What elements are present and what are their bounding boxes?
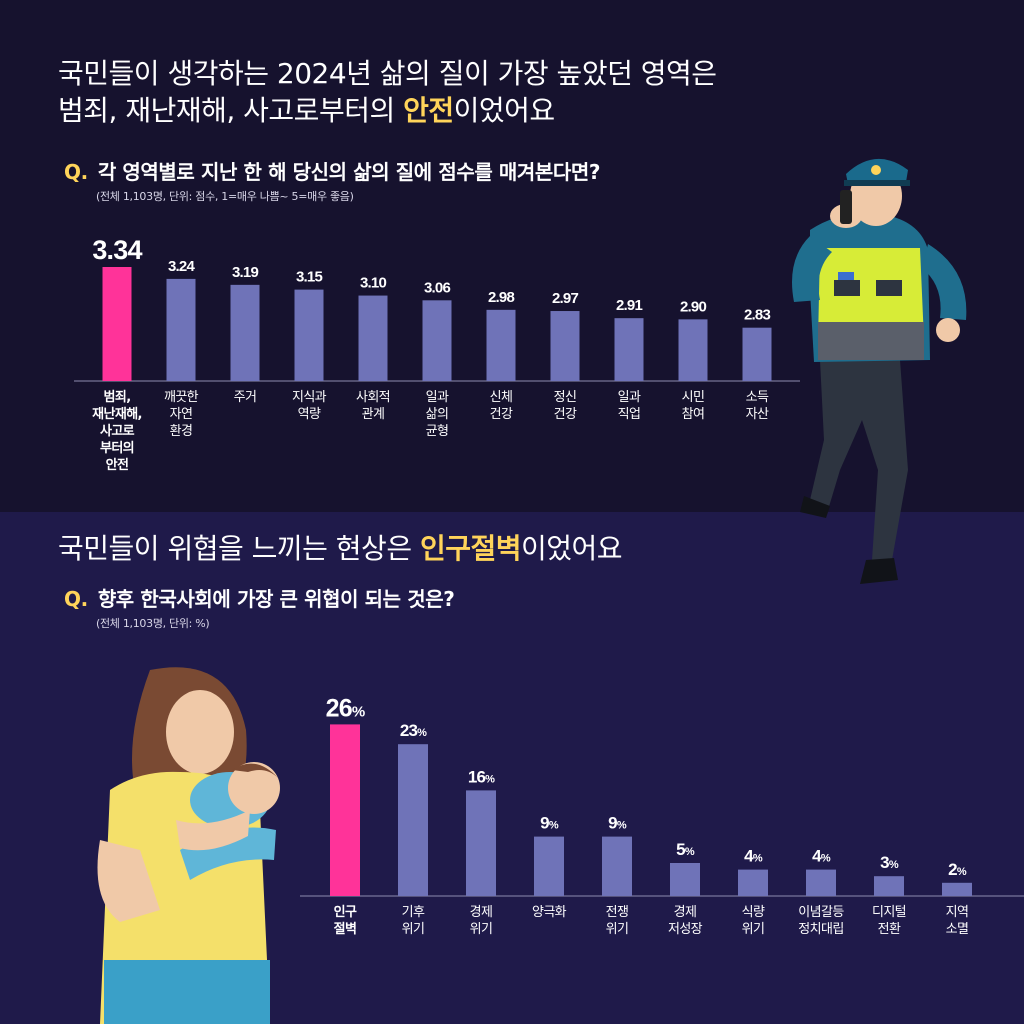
chart-value-label: 3.10 <box>360 275 386 292</box>
chart-category-label: 주거 <box>234 390 257 405</box>
chart-bar <box>166 278 196 381</box>
chart-value-label: 2.91 <box>616 297 642 314</box>
section2-headline-tail: 이었어요 <box>521 532 623 565</box>
police-officer-illustration <box>792 158 967 584</box>
section1-headline-accent: 안전 <box>403 94 454 127</box>
chart-bar <box>102 267 132 381</box>
chart-bar <box>874 876 904 896</box>
chart-category-label: 깨끗한 자연 환경 <box>164 390 199 439</box>
chart-value-label: 3.15 <box>296 269 322 286</box>
chart-bar <box>330 724 360 896</box>
section1-headline-tail: 이었어요 <box>453 94 556 127</box>
chart-category-label: 일과 삶의 균형 <box>426 390 449 439</box>
chart-category-label: 양극화 <box>532 905 567 920</box>
section2-headline-accent: 인구절벽 <box>419 532 522 565</box>
chart-value-label: 4% <box>744 847 763 866</box>
chart-value-label: 16% <box>468 767 495 786</box>
chart-value-label: 23% <box>400 721 427 740</box>
chart-category-label: 기후 위기 <box>402 905 425 937</box>
section1-question: Q. 각 영역별로 지난 한 해 당신의 삶의 질에 점수를 매겨본다면? <box>64 156 600 185</box>
chart-bar <box>230 284 260 381</box>
chart-value-label: 2.83 <box>744 307 770 324</box>
section1-question-text: 각 영역별로 지난 한 해 당신의 삶의 질에 점수를 매겨본다면? <box>97 160 601 184</box>
mother-with-baby-illustration <box>97 667 280 1024</box>
chart-category-label: 인구 절벽 <box>334 904 357 937</box>
chart-value-label: 2% <box>948 860 967 879</box>
officer-head <box>840 158 910 226</box>
section2-question: Q. 향후 한국사회에 가장 큰 위협이 되는 것은? <box>64 583 455 612</box>
section1-headline-line2: 범죄, 재난재해, 사고로부터의 <box>58 94 404 127</box>
chart-bar <box>534 836 564 896</box>
officer-legs <box>800 360 908 584</box>
chart-category-label: 이념갈등 정치대립 <box>798 905 844 937</box>
chart-value-label: 9% <box>608 814 627 833</box>
chart-category-label: 식량 위기 <box>742 905 765 937</box>
chart-value-label: 26% <box>326 694 365 722</box>
section1-headline-line1: 국민들이 생각하는 2024년 삶의 질이 가장 높았던 영역은 <box>58 57 717 90</box>
chart-value-label: 2.98 <box>488 289 514 306</box>
chart-bar <box>614 318 644 381</box>
chart-bar <box>738 869 768 896</box>
chart-bar <box>602 836 632 896</box>
section2-headline: 국민들이 위협을 느끼는 현상은 인구절벽이었어요 <box>58 530 623 567</box>
baby <box>176 762 280 880</box>
chart-bar <box>398 744 428 896</box>
chart-bar <box>678 319 708 381</box>
chart-bar <box>550 311 580 381</box>
chart-bar <box>486 309 516 381</box>
chart-category-label: 전쟁 위기 <box>606 905 629 937</box>
chart-bar <box>294 289 324 381</box>
chart-category-label: 신체 건강 <box>490 390 513 422</box>
chart-bar <box>422 300 452 381</box>
officer-torso <box>810 213 930 362</box>
mother-body <box>97 690 270 1024</box>
chart-category-label: 지식과 역량 <box>292 390 327 422</box>
quality-of-life-bar-chart: 3.34 범죄, 재난재해, 사고로 부터의 안전 3.24 깨끗한 자연 환경 3.19 주거 3.1… <box>74 235 800 473</box>
chart-category-label: 정신 건강 <box>554 390 577 422</box>
chart-value-label: 9% <box>540 814 559 833</box>
chart-bar <box>466 790 496 896</box>
chart-value-label: 2.97 <box>552 290 578 307</box>
chart-bar <box>742 327 772 381</box>
section1-note: (전체 1,103명, 단위: 점수, 1=매우 나쁨~ 5=매우 좋음) <box>96 190 354 203</box>
chart-value-label: 5% <box>676 840 695 859</box>
section2-headline-start: 국민들이 위협을 느끼는 현상은 <box>58 532 420 565</box>
chart-value-label: 3.19 <box>232 264 258 281</box>
chart-value-label: 3% <box>880 853 899 872</box>
chart-bar <box>358 295 388 381</box>
chart-bar <box>942 882 972 896</box>
section2-question-text: 향후 한국사회에 가장 큰 위협이 되는 것은? <box>97 587 455 611</box>
chart-category-label: 범죄, 재난재해, 사고로 부터의 안전 <box>92 389 142 473</box>
chart-value-label: 3.34 <box>92 235 142 265</box>
chart-category-label: 소득 자산 <box>746 390 769 422</box>
chart-category-label: 경제 위기 <box>470 905 493 937</box>
chart-value-label: 3.06 <box>424 279 450 296</box>
section2-note: (전체 1,103명, 단위: %) <box>96 617 210 630</box>
chart-category-label: 지역 소멸 <box>946 905 969 937</box>
section1-headline: 국민들이 생각하는 2024년 삶의 질이 가장 높았던 영역은 범죄, 재난재… <box>58 55 717 129</box>
threat-bar-chart: 26% 인구 절벽 23% 기후 위기 16% 경제 위기 9% 양극화 9% 전쟁 위기 5% 경제 저성장 4… <box>300 694 1024 937</box>
chart-category-label: 경제 저성장 <box>668 905 703 937</box>
chart-value-label: 3.24 <box>168 258 195 275</box>
chart-value-label: 4% <box>812 847 831 866</box>
section1-question-mark: Q. <box>64 160 88 184</box>
section2-question-mark: Q. <box>64 587 88 611</box>
chart-bar <box>806 869 836 896</box>
chart-category-label: 일과 직업 <box>618 390 641 422</box>
chart-bar <box>670 863 700 896</box>
chart-value-label: 2.90 <box>680 298 706 315</box>
chart-category-label: 디지털 전환 <box>872 905 906 937</box>
chart-category-label: 사회적 관계 <box>356 390 390 422</box>
chart-category-label: 시민 참여 <box>682 390 705 422</box>
